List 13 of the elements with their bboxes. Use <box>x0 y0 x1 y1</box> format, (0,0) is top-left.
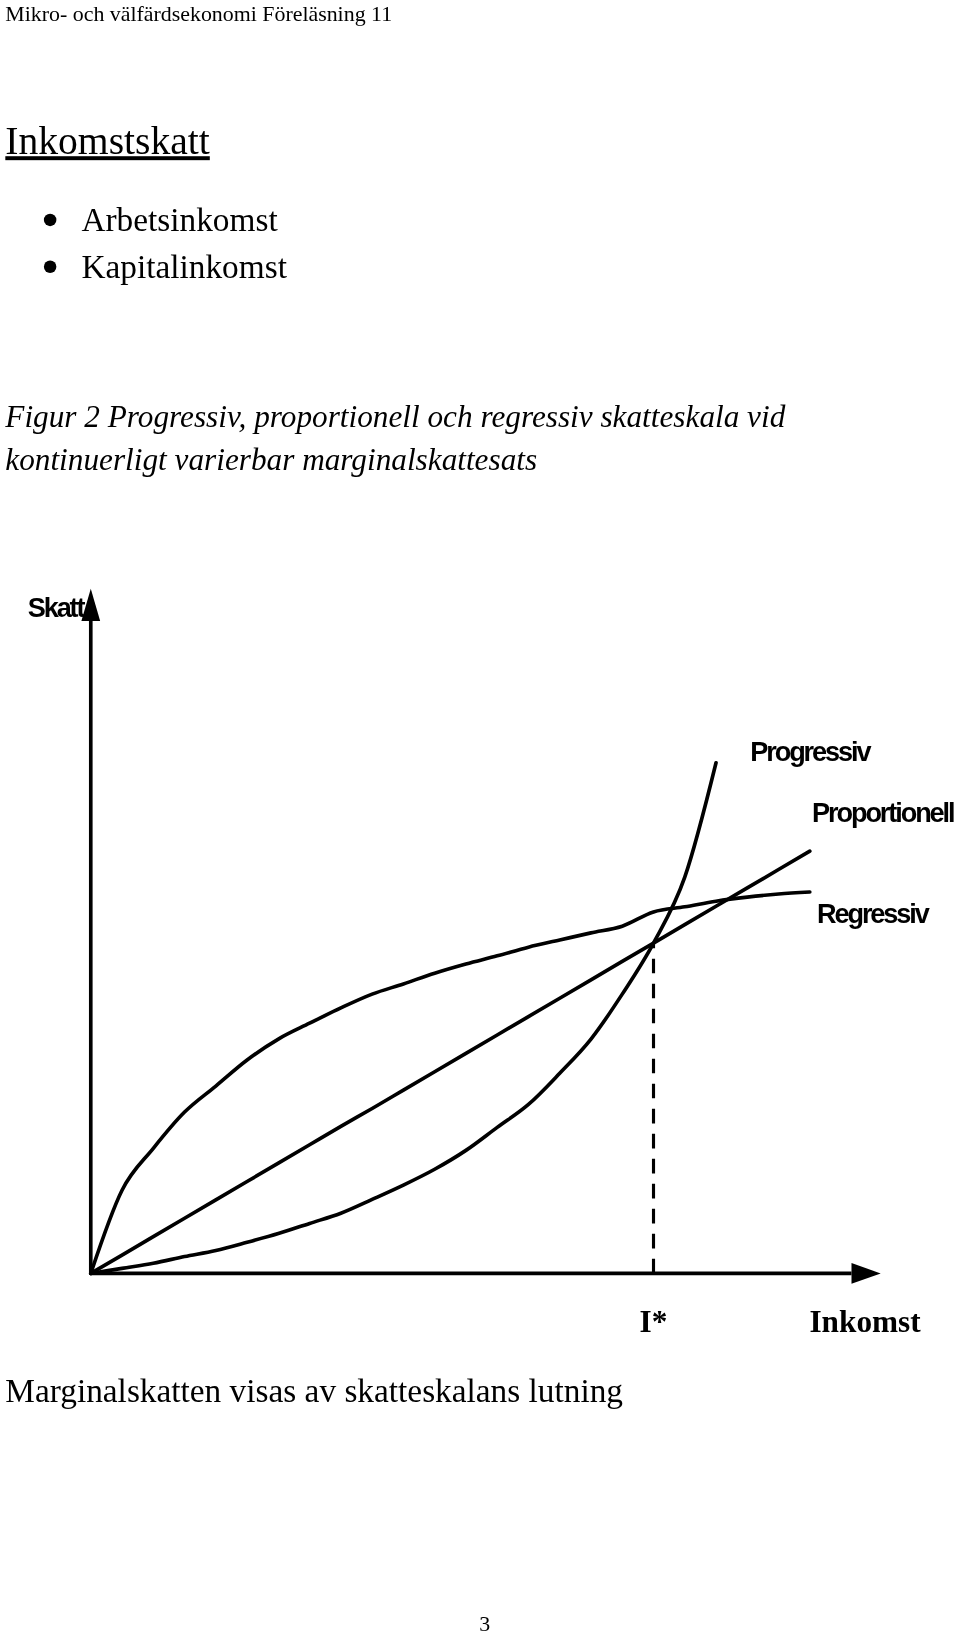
series-label: Progressiv <box>750 735 872 767</box>
x-axis-title: Inkomst <box>809 1303 922 1339</box>
text: Inkomstskatt <box>5 119 210 164</box>
text: Marginalskatten visas av skatteskalans lutning <box>5 1371 624 1409</box>
text: Kapitalinkomst <box>81 248 288 286</box>
series-label: Proportionell <box>812 796 955 828</box>
text: Mikro- och välfärdsekonomi Föreläsning 11 <box>5 1 393 26</box>
series-label: Regressiv <box>817 898 930 930</box>
text: Arbetsinkomst <box>81 201 279 239</box>
text: 3 <box>479 1611 491 1634</box>
text: Skatt <box>27 591 86 623</box>
annotation: I* <box>639 1303 668 1339</box>
chart-title: Figur 2 Progressiv, proportionell och regressiv skatteskala vid kontinuerligt varierbar marginalskattesats <box>4 399 786 477</box>
